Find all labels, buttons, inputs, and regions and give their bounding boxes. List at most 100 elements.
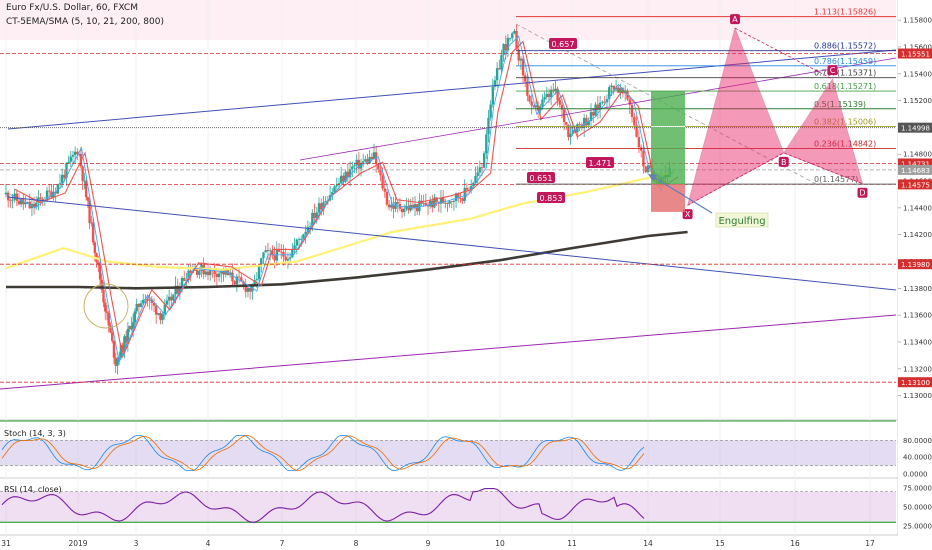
candle xyxy=(387,200,391,211)
candle xyxy=(587,117,590,128)
candle xyxy=(257,264,261,285)
pattern-point-b: B xyxy=(778,156,789,167)
candle xyxy=(642,141,645,174)
candle xyxy=(333,184,336,194)
candle xyxy=(86,196,90,209)
svg-text:1.14575: 1.14575 xyxy=(901,181,930,189)
price-tick: 1.14400 xyxy=(903,204,932,212)
candle xyxy=(183,270,186,281)
time-tick: 3 xyxy=(134,539,139,548)
candle xyxy=(585,114,588,127)
candle xyxy=(545,86,548,100)
candle xyxy=(135,298,138,315)
candle xyxy=(81,165,84,191)
svg-text:Engulfing: Engulfing xyxy=(718,216,765,227)
candle xyxy=(526,73,529,102)
candle xyxy=(246,286,250,298)
candle xyxy=(513,28,516,35)
candle xyxy=(235,273,239,293)
fib-label: 0.707(1.15371) xyxy=(814,69,876,78)
candle xyxy=(362,153,365,168)
candle xyxy=(383,179,386,198)
price-tick: 1.13200 xyxy=(903,365,932,373)
candle xyxy=(112,340,116,365)
candle xyxy=(454,192,458,209)
time-tick: 15 xyxy=(715,539,725,548)
price-badge: 1.14683 xyxy=(898,164,932,175)
candle xyxy=(98,260,102,288)
candle xyxy=(617,85,620,93)
candle xyxy=(478,160,482,179)
svg-text:1.14731: 1.14731 xyxy=(901,160,930,168)
candle xyxy=(248,286,252,300)
candle xyxy=(428,196,432,210)
candle xyxy=(123,334,126,359)
candle xyxy=(69,150,72,167)
candle xyxy=(306,220,310,233)
candle xyxy=(76,148,79,161)
candle xyxy=(167,289,171,308)
candle xyxy=(372,143,376,160)
candle xyxy=(346,163,350,183)
rsi-tick: 25.0000 xyxy=(903,523,932,531)
candle xyxy=(450,200,453,208)
candle xyxy=(392,197,395,219)
candle xyxy=(67,155,70,164)
pattern-point-x: X xyxy=(682,209,693,220)
candle xyxy=(482,151,486,169)
stoch-k-line xyxy=(1,435,645,472)
fib-label: 0.5(1.15139) xyxy=(814,100,866,109)
price-tick: 1.15200 xyxy=(903,97,932,105)
fib-label: 0.886(1.15572) xyxy=(814,42,876,51)
candle xyxy=(485,129,488,159)
candle xyxy=(58,174,62,189)
candle xyxy=(114,352,117,373)
candle xyxy=(9,197,12,208)
candle xyxy=(150,295,154,311)
candle xyxy=(340,166,343,185)
price-tick: 1.13600 xyxy=(903,312,932,320)
candle xyxy=(515,24,518,50)
indicator-title: CT-5EMA/SMA (5, 10, 21, 200, 800) xyxy=(6,17,164,27)
candle xyxy=(552,83,555,94)
candle xyxy=(433,194,436,209)
fib-label: 0.236(1.14842) xyxy=(814,140,876,149)
candle xyxy=(524,72,527,88)
candle xyxy=(142,293,145,305)
candle xyxy=(271,245,274,260)
time-tick: 7 xyxy=(280,539,285,548)
svg-text:B: B xyxy=(781,158,787,167)
candle xyxy=(264,245,267,253)
pattern-xab xyxy=(686,26,785,206)
candle xyxy=(73,146,77,164)
pattern-xbd xyxy=(687,152,863,206)
rsi-title: RSI (14, close) xyxy=(4,485,62,494)
price-axis[interactable]: 1.130001.132001.134001.136001.138001.140… xyxy=(898,0,932,550)
candle xyxy=(302,233,305,240)
price-tick: 1.15800 xyxy=(903,17,932,25)
candle xyxy=(126,322,130,352)
time-tick: 16 xyxy=(790,539,800,548)
stop-zone xyxy=(651,184,685,212)
svg-text:0.657: 0.657 xyxy=(552,40,575,49)
candle xyxy=(71,150,75,164)
stoch-title: Stoch (14, 3, 3) xyxy=(4,429,66,438)
candle xyxy=(26,201,29,204)
candle xyxy=(244,278,247,298)
candle xyxy=(170,292,173,306)
candle xyxy=(470,179,473,194)
candle xyxy=(452,198,456,211)
rsi-pane: RSI (14, close) xyxy=(0,485,896,524)
candle xyxy=(24,196,27,208)
fib-label: 0.382(1.15006) xyxy=(814,118,876,127)
svg-text:1.15551: 1.15551 xyxy=(901,51,930,59)
candle xyxy=(357,152,361,176)
candle xyxy=(295,238,298,255)
candle xyxy=(426,201,430,216)
stoch-tick: 40.0000 xyxy=(903,454,932,462)
fib-label: 0.618(1.15271) xyxy=(814,82,876,91)
candle xyxy=(413,196,417,216)
time-axis[interactable]: 31 2019 3 4 7 8 9 10 11 14 15 16 17 xyxy=(0,536,932,550)
candle xyxy=(262,251,265,266)
